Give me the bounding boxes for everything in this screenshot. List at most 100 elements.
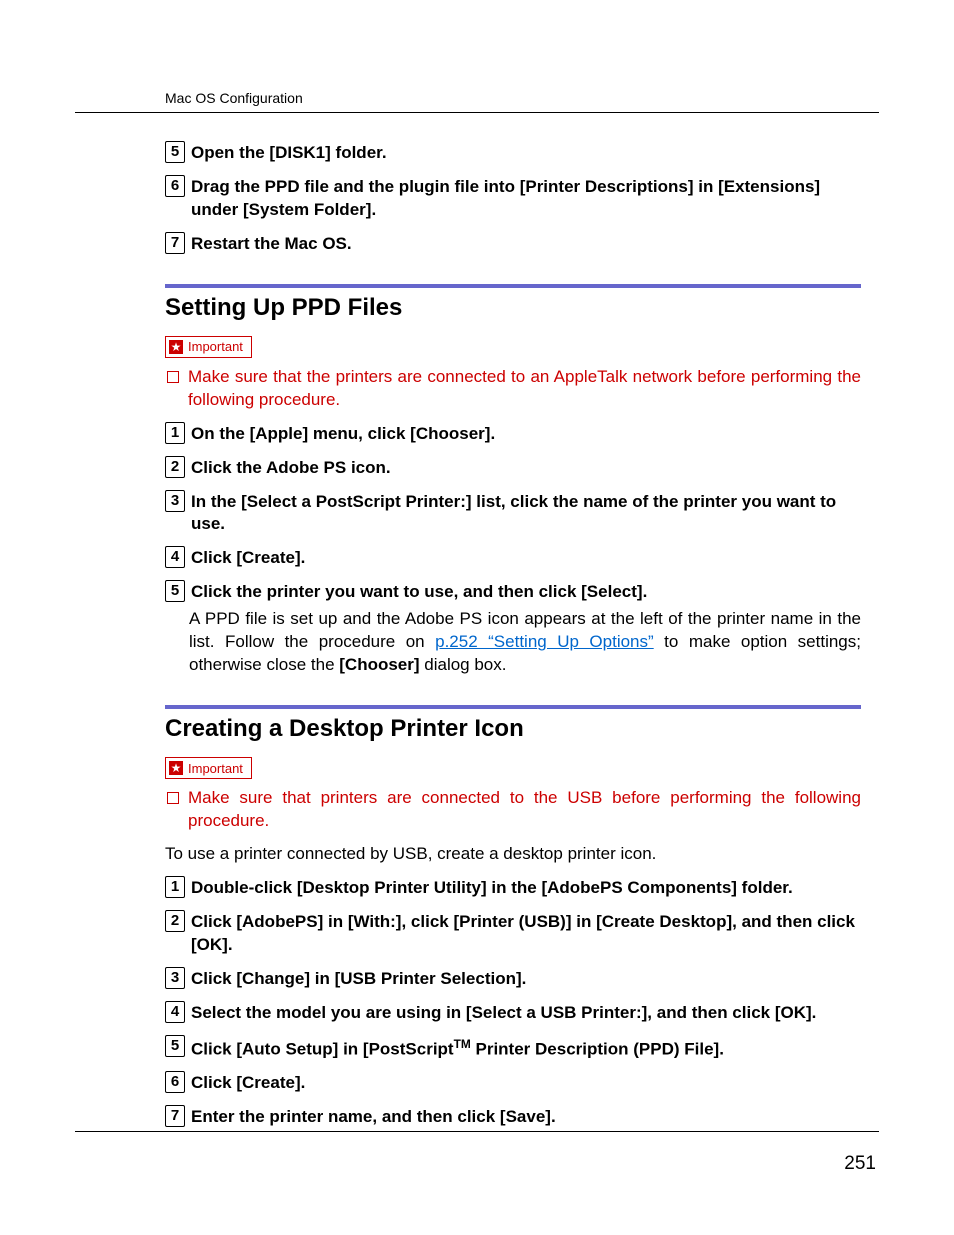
page-number: 251 (844, 1153, 876, 1175)
text-run: in the (487, 878, 542, 897)
text-run: folder. (737, 878, 793, 897)
star-icon: ★ (169, 761, 183, 775)
header-rule (75, 112, 879, 113)
step-detail: A PPD file is set up and the Adobe PS ic… (189, 608, 861, 677)
section1-steps: 1On the [Apple] menu, click [Chooser].2C… (165, 422, 861, 677)
note-bullet-icon (167, 792, 179, 804)
step: 4 Click [Create]. (165, 546, 861, 570)
section-title-ppd: Setting Up PPD Files (165, 294, 861, 322)
important-tag: ★ Important (165, 757, 252, 779)
ui-term: [Chooser] (339, 655, 419, 674)
step-body: On the [Apple] menu, click [Chooser]. (191, 422, 861, 446)
step-body: Click the printer you want to use, and t… (191, 580, 861, 604)
step-number-icon: 3 (165, 490, 185, 512)
text-run: , and then click (732, 912, 855, 931)
important-label: Important (188, 339, 243, 354)
ui-term: [Extensions] (718, 177, 820, 196)
ui-term: [DISK1] (269, 143, 330, 162)
text-run: folder. (331, 143, 387, 162)
ui-term: [Printer Descriptions] (520, 177, 694, 196)
step: 6Drag the PPD file and the plugin file i… (165, 175, 861, 222)
step-number-icon: 7 (165, 232, 185, 254)
text-run: Click the printer you want to use, and t… (191, 582, 581, 601)
superscript: TM (454, 1037, 471, 1051)
running-header: Mac OS Configuration (165, 90, 879, 106)
text-run: . (643, 582, 648, 601)
text-run: Open the (191, 143, 269, 162)
step-number-icon: 5 (165, 1035, 185, 1057)
text-run: . (228, 935, 233, 954)
step-number-icon: 2 (165, 456, 185, 478)
text-run: . (719, 1039, 724, 1058)
ui-term: [OK] (775, 1003, 812, 1022)
text-run: . (490, 424, 495, 443)
step: 5 Open the [DISK1] folder. (165, 141, 861, 165)
text-run: in (572, 912, 597, 931)
step: 3Click [Change] in [USB Printer Selectio… (165, 967, 861, 991)
note-bullet-icon (167, 371, 179, 383)
top-steps: 5 Open the [DISK1] folder. 6Drag the PPD f… (165, 141, 861, 256)
text-run: Click (191, 912, 236, 931)
step-body: Click [Create]. (191, 546, 861, 570)
text-run: Enter the printer name, and then click (191, 1107, 500, 1126)
step-body: Enter the printer name, and then click [… (191, 1105, 861, 1129)
text-run: Select the model you are using in (191, 1003, 466, 1022)
text-run: In the (191, 492, 241, 511)
step: 1 Double-click [Desktop Printer Utility] … (165, 876, 861, 900)
text-run: dialog box. (420, 655, 507, 674)
step-body: Restart the Mac OS. (191, 232, 861, 256)
section2-steps: 1 Double-click [Desktop Printer Utility] … (165, 876, 861, 1129)
ui-term: [Select a USB Printer:] (466, 1003, 647, 1022)
important-tag: ★ Important (165, 336, 252, 358)
page: Mac OS Configuration 5 Open the [DISK1] f… (0, 0, 954, 1235)
step: 7Enter the printer name, and then click … (165, 1105, 861, 1129)
step-number-icon: 5 (165, 141, 185, 163)
ui-term: [Change] (236, 969, 310, 988)
ui-term: [AdobePS] (236, 912, 323, 931)
section-title-desktop: Creating a Desktop Printer Icon (165, 715, 861, 743)
text-run: in (338, 1039, 363, 1058)
step-body: Click [AdobePS] in [With:], click [Print… (191, 910, 861, 957)
ui-term: [Select a PostScript Printer:] (241, 492, 472, 511)
text-run: Click (191, 1073, 236, 1092)
step-number-icon: 5 (165, 580, 185, 602)
step-number-icon: 4 (165, 546, 185, 568)
ui-term: [Apple] (250, 424, 309, 443)
step-number-icon: 6 (165, 175, 185, 197)
text-run: under (191, 200, 243, 219)
step-body: Double-click [Desktop Printer Utility] i… (191, 876, 861, 900)
text-run: . (301, 548, 306, 567)
text-run: Click (191, 548, 236, 567)
text-run: Click (191, 1039, 236, 1058)
step: 6 Click [Create]. (165, 1071, 861, 1095)
step-body: Click [Create]. (191, 1071, 861, 1095)
step-number-icon: 6 (165, 1071, 185, 1093)
ui-term: [Chooser] (410, 424, 490, 443)
ui-term: [Select] (581, 582, 642, 601)
text-run: . (522, 969, 527, 988)
ui-term: Printer Description (PPD) File] (471, 1039, 719, 1058)
cross-reference-link[interactable]: p.252 “Setting Up Options” (435, 632, 654, 651)
step-number-icon: 2 (165, 910, 185, 932)
note-text: Make sure that the printers are connecte… (188, 366, 861, 412)
step-body: Select the model you are using in [Selec… (191, 1001, 861, 1025)
note-text: Make sure that printers are connected to… (188, 787, 861, 833)
step-number-icon: 1 (165, 876, 185, 898)
text-run: Restart the Mac OS. (191, 234, 352, 253)
step: 2Click the Adobe PS icon. (165, 456, 861, 480)
text-run: menu, click (308, 424, 410, 443)
step-body: Click [Auto Setup] in [PostScriptTM Prin… (191, 1035, 861, 1062)
step: 5 Click the printer you want to use, and … (165, 580, 861, 604)
intro-paragraph: To use a printer connected by USB, creat… (165, 843, 861, 866)
ui-term: [Printer (USB)] (453, 912, 571, 931)
star-icon: ★ (169, 340, 183, 354)
text-run: . (812, 1003, 817, 1022)
ui-term: [System Folder] (243, 200, 371, 219)
ui-term: [Save] (500, 1107, 551, 1126)
section-rule (165, 705, 861, 709)
step: 5 Click [Auto Setup] in [PostScriptTM Pri… (165, 1035, 861, 1062)
step-body: In the [Select a PostScript Printer:] li… (191, 490, 861, 537)
text-run: , and then click (647, 1003, 775, 1022)
text-run: in (323, 912, 348, 931)
important-label: Important (188, 761, 243, 776)
